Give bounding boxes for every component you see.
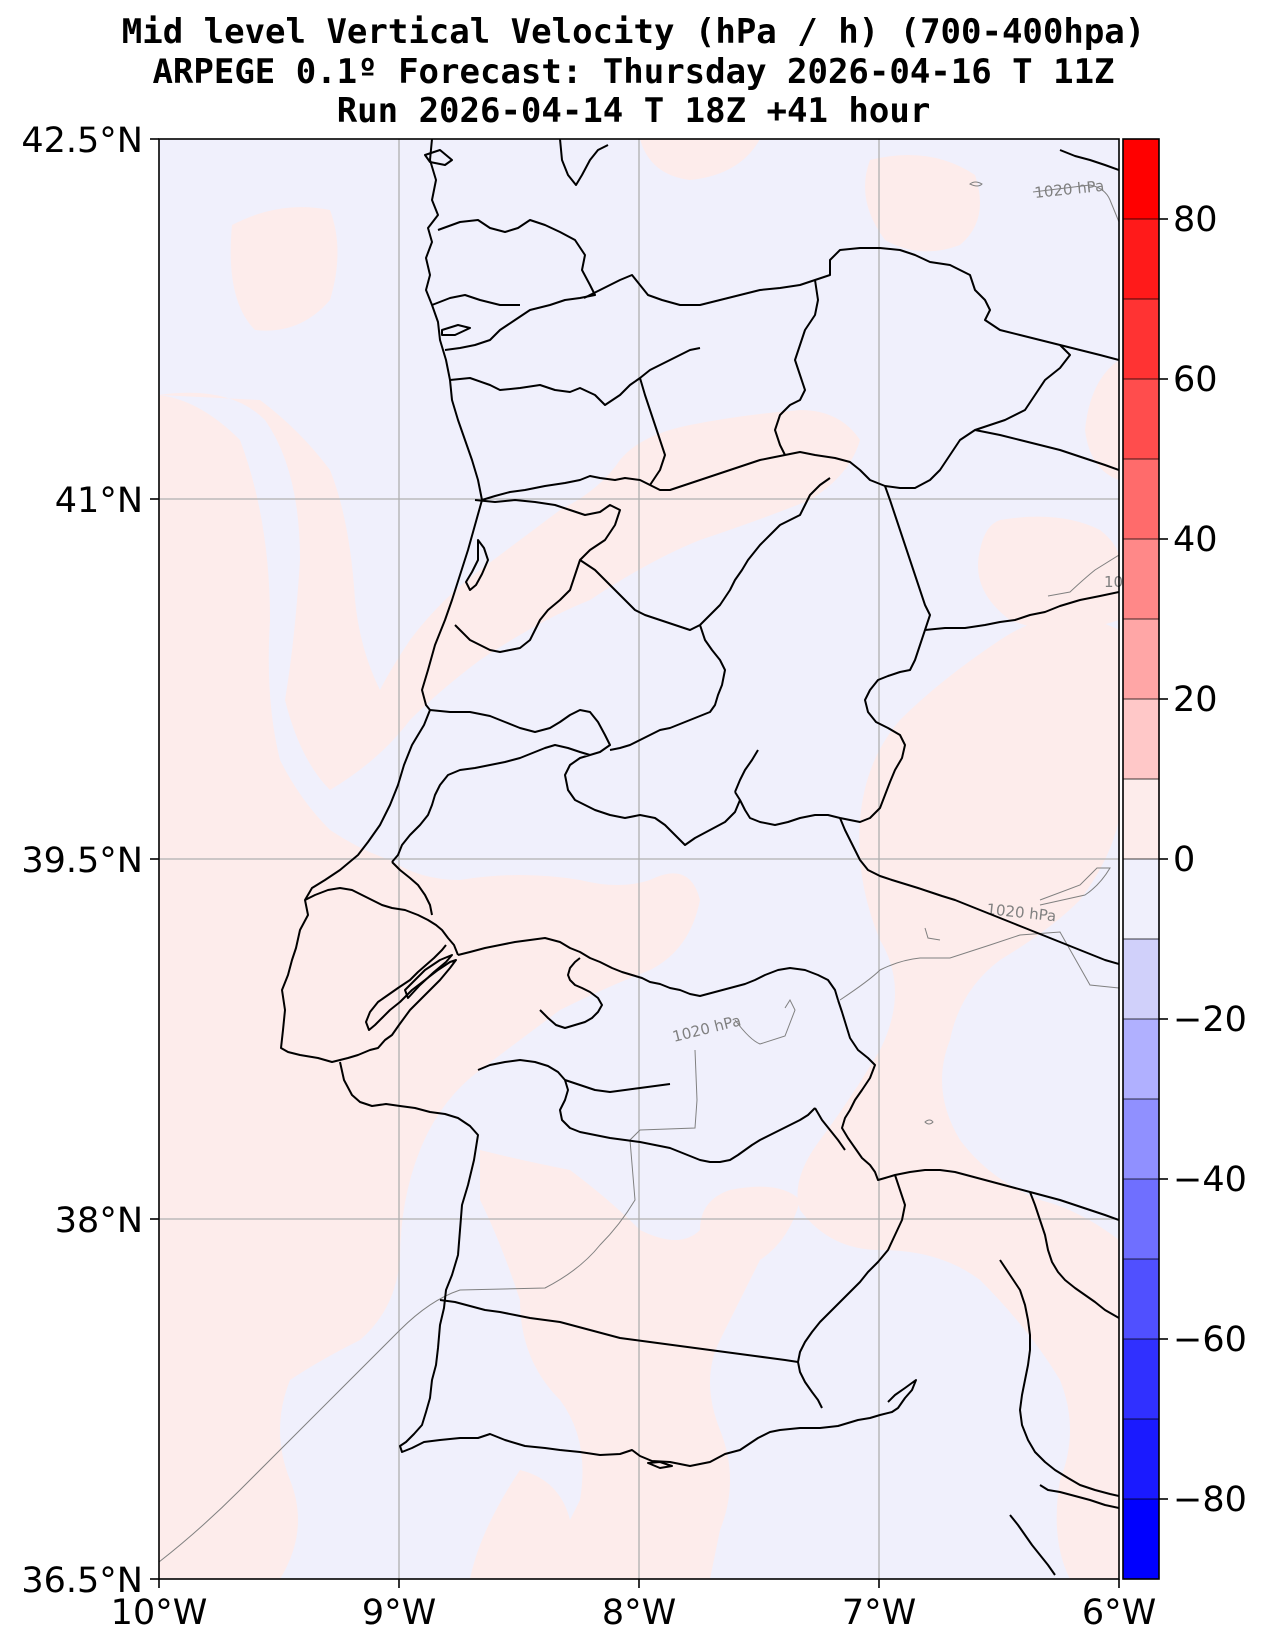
colorbar-band — [1123, 1339, 1159, 1419]
x-tick-label: 7°W — [842, 1593, 916, 1633]
colorbar-band — [1123, 219, 1159, 299]
y-tick-label: 39.5°N — [21, 841, 143, 881]
colorbar-band — [1123, 1019, 1159, 1099]
colorbar-band — [1123, 459, 1159, 539]
atlantic-coastline — [280, 139, 917, 1467]
colorbar-tick-label: −40 — [1173, 1160, 1247, 1200]
colorbar-tick-label: −20 — [1173, 1000, 1247, 1040]
velocity-field — [159, 139, 1119, 1579]
isobar-1020-east — [839, 931, 1119, 1001]
colorbar-ticks: 80 60 40 20 0 −20 −40 −60 −80 — [1159, 200, 1247, 1520]
colorbar-band — [1123, 699, 1159, 779]
x-tick-label: 10°W — [111, 1593, 208, 1633]
border-portugal-alentejo-north — [457, 937, 839, 1029]
colorbar-band — [1123, 379, 1159, 459]
ascent-region-northeast — [865, 155, 980, 252]
colorbar-tick-label: 20 — [1173, 680, 1218, 720]
tagus-estuary — [404, 954, 453, 999]
colorbar-band — [1123, 1499, 1159, 1579]
border-spain-south — [797, 1174, 1119, 1409]
colorbar-band — [1123, 619, 1159, 699]
isobar-small-loop-south — [924, 1119, 934, 1125]
coastlines-and-borders — [280, 139, 1119, 1576]
border-north — [431, 139, 609, 351]
border-portugal-centre-north — [454, 477, 831, 751]
isobar-1020-north — [1032, 184, 1119, 223]
chart-title-line-1: Mid level Vertical Velocity (hPa / h) (7… — [121, 12, 1146, 52]
border-spain-centre-east — [734, 485, 1119, 826]
x-tick-label: 9°W — [362, 1593, 436, 1633]
isobar-1020-southwest — [159, 1049, 698, 1563]
colorbar-band — [1123, 939, 1159, 1019]
border-spain-extremadura — [839, 817, 1119, 965]
colorbar-tick-label: −80 — [1173, 1480, 1247, 1520]
axis-ticks — [150, 138, 1120, 1588]
colorbar-band — [1123, 859, 1159, 939]
ascent-region-main — [159, 392, 860, 1579]
colorbar-tick-label: 60 — [1173, 360, 1218, 400]
border-portugal-algarve — [439, 1299, 799, 1363]
y-tick-label: 41°N — [55, 481, 143, 521]
gridlines — [159, 139, 1119, 1579]
border-spain-andalusia-east — [999, 1259, 1119, 1497]
isobar-contours — [159, 181, 1119, 1563]
colorbar-band — [1123, 1259, 1159, 1339]
border-portugal-north-internal — [449, 279, 819, 486]
aveiro-lagoon — [465, 539, 489, 591]
colorbar — [1123, 139, 1159, 1579]
border-portugal-alentejo — [477, 1059, 816, 1163]
x-axis-labels: 10°W 9°W 8°W 7°W 6°W — [111, 1593, 1157, 1633]
x-tick-label: 6°W — [1082, 1593, 1156, 1633]
isobar-fragment — [924, 927, 941, 941]
colorbar-band — [1123, 779, 1159, 859]
coast-cadiz — [1009, 1484, 1119, 1576]
colorbar-band — [1123, 539, 1159, 619]
border-northeast — [974, 149, 1119, 471]
algarve-lagoon — [647, 1461, 673, 1469]
border-galicia-east — [481, 247, 1071, 501]
ascent-region-east-upper — [1085, 360, 1119, 480]
chart-title-line-3: Run 2026-04-14 T 18Z +41 hour — [336, 91, 931, 131]
ascent-region-southwest-coast — [470, 1470, 570, 1579]
colorbar-band — [1123, 139, 1159, 219]
colorbar-band — [1123, 299, 1159, 379]
y-tick-label: 36.5°N — [21, 1561, 143, 1601]
colorbar-band — [1123, 1179, 1159, 1259]
ascent-region-offshore-north — [230, 207, 338, 331]
ascent-region-east — [797, 617, 1119, 1579]
y-tick-label: 42.5°N — [21, 121, 143, 161]
border-portugal-lisbon-area — [304, 861, 459, 956]
isobar-1020-east-loop — [1039, 867, 1111, 906]
colorbar-tick-label: −60 — [1173, 1320, 1247, 1360]
x-tick-label: 8°W — [602, 1593, 676, 1633]
isobar-1020-central — [734, 998, 796, 1045]
colorbar-tick-label: 40 — [1173, 520, 1218, 560]
colorbar-band — [1123, 1419, 1159, 1499]
colorbar-band — [1123, 1099, 1159, 1179]
chart-title-line-2: ARPEGE 0.1º Forecast: Thursday 2026-04-1… — [152, 52, 1115, 92]
y-axis-labels: 42.5°N 41°N 39.5°N 38°N 36.5°N — [21, 121, 143, 1601]
border-portugal-centre — [391, 709, 741, 863]
contour-label-northeast-partial: 10 — [1104, 573, 1123, 591]
ascent-region-east-mid — [978, 516, 1119, 630]
colorbar-tick-label: 0 — [1173, 840, 1195, 880]
isobar-1020-northeast — [1047, 554, 1119, 597]
ascent-region-north-coast — [640, 139, 760, 180]
y-tick-label: 38°N — [55, 1201, 143, 1241]
isobar-small-loop-north — [969, 181, 983, 187]
border-portugal-spain-south — [734, 749, 1119, 1221]
vigo-islands — [424, 149, 471, 336]
colorbar-tick-label: 80 — [1173, 200, 1218, 240]
ascent-region-south — [480, 1150, 800, 1579]
